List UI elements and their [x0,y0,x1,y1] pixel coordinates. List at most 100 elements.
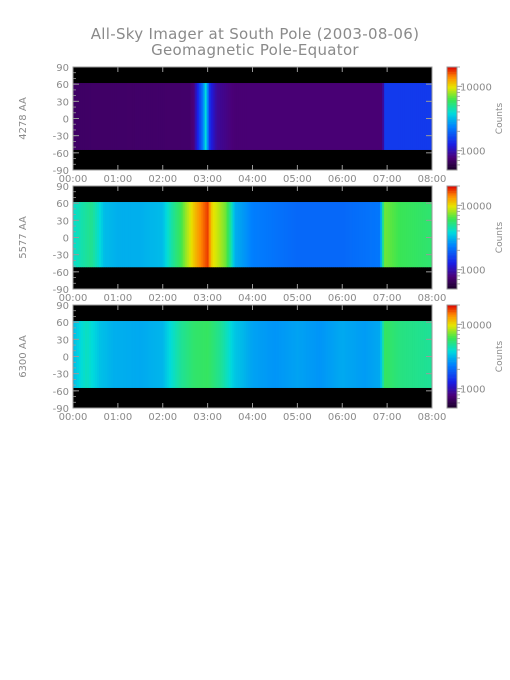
heatmap-cell [352,83,355,150]
heatmap-cell [420,321,423,388]
colorbar-swatch [447,266,457,269]
heatmap-cell [370,321,373,388]
heatmap-cell [238,202,241,268]
colorbar-swatch [447,368,457,371]
heatmap-cell [334,321,337,388]
heatmap-cell [196,321,200,388]
colorbar-swatch [447,80,457,83]
colorbar-swatch [447,198,457,201]
heatmap-cell [376,321,379,388]
heatmap-cell [354,321,357,388]
heatmap-cell [288,202,291,268]
heatmap-cell [124,202,128,268]
y-tick-label: -90 [53,404,69,415]
heatmap-cell [422,321,425,388]
heatmap-cell [148,202,152,268]
heatmap-cell [258,83,261,150]
heatmap-cell [236,202,239,268]
heatmap-cell [100,202,104,268]
heatmap-cell [272,321,275,388]
heatmap-cell [180,202,184,268]
heatmap-cell [278,321,281,388]
heatmap-cell [308,83,311,150]
heatmap-cell [386,83,389,150]
heatmap-cell [84,202,88,268]
heatmap-cell [310,202,313,268]
colorbar-swatch [447,404,457,407]
heatmap-cell [192,83,196,150]
heatmap-cell [204,83,208,150]
heatmap-cell [372,202,375,268]
heatmap-cell [226,83,229,150]
heatmap-cell [316,202,319,268]
heatmap-cell [118,202,122,268]
heatmap-cell [294,83,297,150]
colorbar-swatch [447,383,457,386]
colorbar-swatch [447,399,457,402]
heatmap-cell [256,83,259,150]
colorbar-swatch [447,380,457,383]
heatmap-cell [96,202,100,268]
colorbar-swatch [447,334,457,337]
heatmap-cell [296,83,299,150]
colorbar-swatch [447,285,457,288]
heatmap-cell [280,202,283,268]
heatmap-cell [154,83,158,150]
heatmap-cell [350,202,353,268]
heatmap-cell [430,83,433,150]
heatmap-cell [222,321,225,388]
y-tick-label: 60 [56,199,69,210]
heatmap-cell [408,83,411,150]
heatmap-cell [292,321,295,388]
heatmap-cell [290,83,293,150]
heatmap-cell [224,202,227,268]
heatmap-cell [356,83,359,150]
heatmap-cell [262,202,265,268]
heatmap-cell [286,321,289,388]
heatmap-cell [198,83,202,150]
y-tick-label: 0 [63,115,69,126]
heatmap-cell [120,202,124,268]
colorbar-swatch [447,305,457,308]
heatmap-cell [388,83,391,150]
heatmap-cell [178,321,182,388]
heatmap-cell [288,321,291,388]
colorbar-swatch [447,139,457,142]
colorbar-swatch [447,75,457,78]
heatmap-cell [250,321,253,388]
colorbar-swatch [447,327,457,330]
heatmap-cell [136,321,140,388]
heatmap-cell [414,83,417,150]
heatmap-cell [78,321,82,388]
heatmap-cell [222,202,225,268]
heatmap-cell [424,83,427,150]
x-tick-label: 01:00 [103,174,132,185]
heatmap-cell [320,202,323,268]
y-tick-label: 30 [56,335,69,346]
heatmap-cell [74,321,78,388]
heatmap-cell [272,202,275,268]
heatmap-cell [234,321,237,388]
heatmap-cell [86,83,90,150]
heatmap-cell [370,202,373,268]
heatmap-cell [276,83,279,150]
colorbar-swatch [447,261,457,264]
colorbar-swatch [447,128,457,131]
heatmap-cell [126,83,130,150]
colorbar-swatch [447,232,457,235]
heatmap-cell [204,202,208,268]
colorbar-swatch [447,283,457,286]
heatmap-cell [192,321,196,388]
heatmap-cell [336,83,339,150]
colorbar-swatch [447,94,457,97]
heatmap-cell [224,83,227,150]
heatmap-cell [262,321,265,388]
heatmap-cell [296,321,299,388]
heatmap-cell [338,83,341,150]
heatmap-cell [172,321,176,388]
heatmap-cell [156,321,160,388]
heatmap-cell [212,321,215,388]
heatmap-cell [166,83,170,150]
heatmap-cell [300,321,303,388]
